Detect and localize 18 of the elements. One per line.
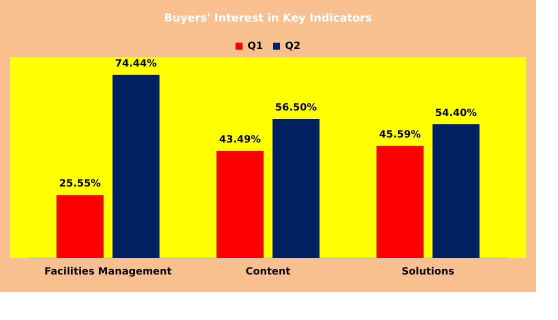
bar — [56, 195, 104, 258]
x-tick-label: Solutions — [402, 266, 454, 278]
bar — [272, 119, 320, 258]
legend-label: Q2 — [285, 40, 300, 52]
chart-title: Buyers' Interest in Key Indicators — [164, 11, 372, 24]
data-label: 25.55% — [59, 178, 101, 190]
legend-label: Q1 — [248, 40, 264, 52]
data-label: 45.59% — [379, 129, 421, 140]
data-label: 43.49% — [219, 134, 261, 146]
data-label: 74.44% — [115, 58, 157, 70]
bar — [112, 74, 160, 258]
data-label: 56.50% — [275, 102, 317, 114]
data-label: 54.40% — [435, 108, 477, 119]
x-tick-label: Facilities Management — [44, 266, 172, 278]
bar — [216, 151, 264, 258]
bar — [376, 146, 424, 258]
x-tick-label: Content — [246, 266, 291, 278]
bar — [432, 124, 480, 258]
